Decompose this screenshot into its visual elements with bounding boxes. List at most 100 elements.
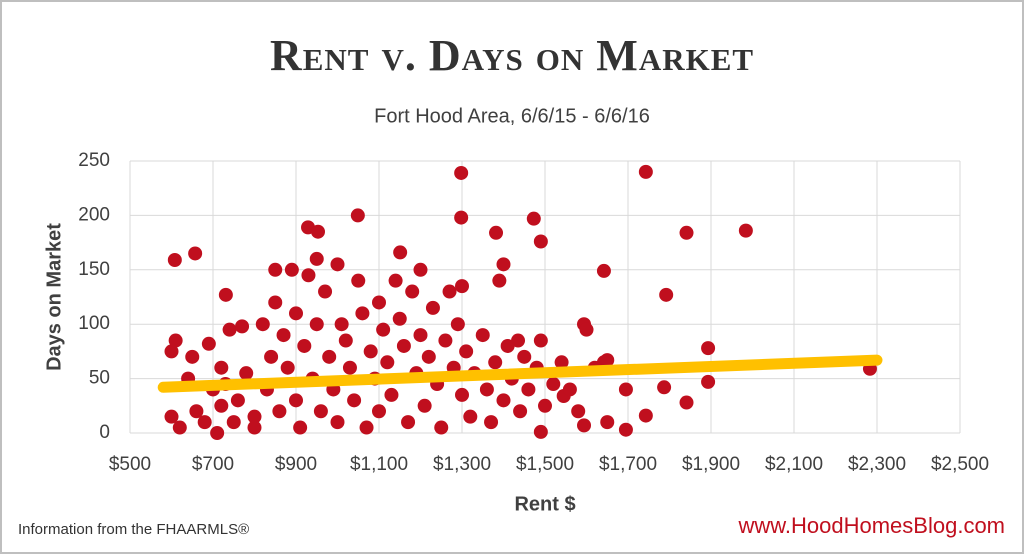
- point: [538, 398, 552, 413]
- point: [434, 420, 449, 435]
- point: [342, 360, 357, 375]
- point: [347, 393, 362, 408]
- y-axis-label: Days on Market: [43, 223, 65, 371]
- chart-title: Rent v. Days on Market: [270, 31, 754, 80]
- point: [450, 317, 465, 332]
- point: [488, 355, 503, 370]
- point: [214, 360, 229, 375]
- point: [197, 415, 212, 430]
- point: [268, 262, 283, 277]
- point: [185, 349, 200, 364]
- point: [738, 223, 753, 238]
- point: [338, 333, 353, 348]
- point: [679, 225, 694, 240]
- x-axis-label: Rent $: [514, 493, 575, 515]
- point: [309, 251, 324, 266]
- point: [701, 374, 716, 389]
- x-tick-label: $1,700: [599, 454, 657, 475]
- point: [272, 404, 287, 419]
- point: [167, 253, 182, 268]
- point: [496, 393, 511, 408]
- point: [513, 404, 528, 419]
- point: [596, 263, 611, 278]
- point: [214, 398, 229, 413]
- point: [289, 306, 303, 321]
- point: [284, 262, 299, 277]
- x-tick-label: $2,500: [931, 454, 989, 475]
- point: [600, 353, 615, 368]
- point: [268, 295, 283, 310]
- point: [657, 380, 672, 395]
- point: [210, 426, 225, 440]
- x-tick-label: $1,500: [516, 454, 574, 475]
- point: [679, 395, 694, 410]
- point: [230, 393, 245, 408]
- website[interactable]: www.HoodHomesBlog.com: [737, 513, 1005, 538]
- x-tick-label: $1,900: [682, 454, 740, 475]
- point: [189, 404, 204, 419]
- point: [313, 404, 328, 419]
- point: [309, 317, 324, 332]
- point: [334, 317, 349, 332]
- point: [376, 322, 391, 337]
- point: [496, 257, 511, 272]
- point: [359, 420, 374, 435]
- point: [392, 311, 407, 326]
- point: [438, 333, 453, 348]
- point: [638, 164, 653, 179]
- point: [322, 349, 337, 364]
- point: [330, 257, 345, 272]
- point: [571, 404, 586, 419]
- x-tick-label: $1,100: [350, 454, 408, 475]
- point: [310, 224, 325, 239]
- trendline: [157, 354, 883, 393]
- point: [455, 387, 469, 402]
- point: [188, 246, 203, 261]
- point: [388, 273, 403, 288]
- x-tick-label: $900: [275, 454, 317, 475]
- point: [351, 273, 366, 288]
- point: [264, 349, 279, 364]
- x-tick-label: $500: [109, 454, 151, 475]
- point: [421, 349, 436, 364]
- point: [330, 415, 345, 430]
- point: [363, 344, 378, 359]
- point: [372, 404, 386, 419]
- point: [417, 398, 432, 413]
- point: [372, 295, 386, 310]
- point: [247, 409, 262, 424]
- point: [413, 328, 428, 343]
- point: [454, 165, 469, 180]
- point: [618, 382, 633, 397]
- point: [401, 415, 416, 430]
- point: [459, 344, 474, 359]
- y-tick-label: 50: [89, 368, 110, 389]
- point: [533, 234, 548, 249]
- point: [562, 382, 577, 397]
- point: [546, 377, 561, 392]
- source-note: Information from the FHAARMLS®: [18, 521, 249, 538]
- point: [521, 382, 536, 397]
- point: [554, 355, 569, 370]
- point: [442, 284, 457, 299]
- chart-subtitle: Fort Hood Area, 6/6/15 - 6/6/16: [374, 105, 650, 127]
- point: [479, 382, 494, 397]
- point: [226, 415, 241, 430]
- point: [413, 262, 428, 277]
- point: [463, 409, 478, 424]
- point: [350, 208, 365, 223]
- y-tick-label: 100: [78, 313, 110, 334]
- point: [235, 319, 250, 334]
- point: [489, 225, 504, 240]
- x-tick-label: $2,300: [848, 454, 906, 475]
- point: [222, 322, 237, 337]
- point: [280, 360, 295, 375]
- point: [247, 420, 262, 435]
- point: [239, 366, 254, 381]
- point: [355, 306, 370, 321]
- y-tick-label: 200: [78, 204, 110, 225]
- point: [659, 287, 674, 302]
- point: [579, 322, 594, 337]
